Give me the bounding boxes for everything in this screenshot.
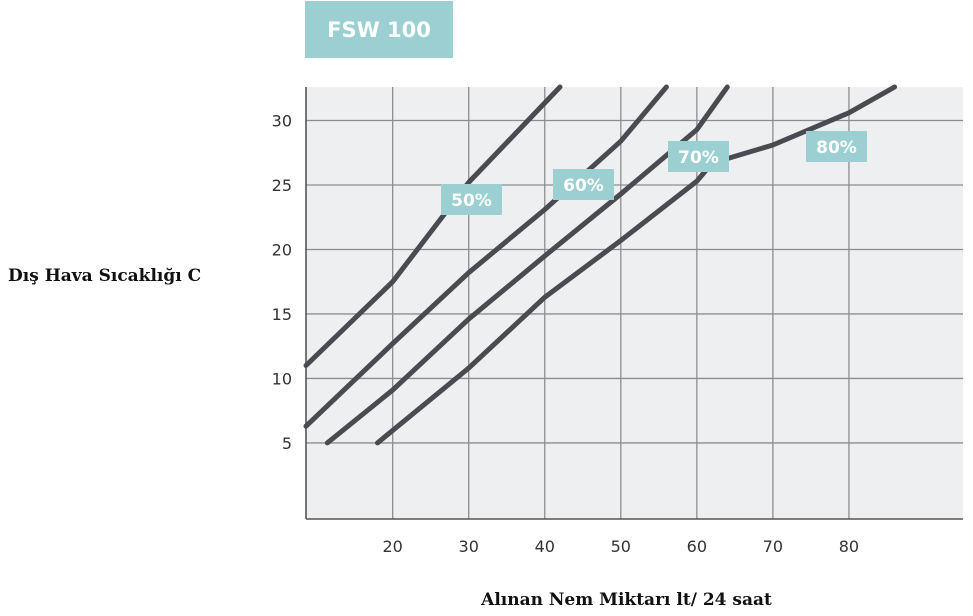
y-tick-label-20: 20 [272, 240, 292, 259]
series-line-80pct [375, 84, 898, 446]
series-line-50pct [303, 84, 563, 368]
y-tick-label-15: 15 [272, 305, 292, 324]
series-label-70pct: 70% [678, 148, 719, 168]
series-line-60pct [303, 84, 669, 429]
series-label-box-70pct [668, 141, 729, 172]
series-label-50pct: 50% [451, 191, 492, 211]
series-label-box-80pct [806, 131, 867, 162]
series-label-box-60pct [553, 169, 614, 200]
y-tick-label-5: 5 [282, 434, 292, 453]
series-label-60pct: 60% [563, 176, 604, 196]
series-label-box-50pct [441, 184, 502, 215]
x-tick-label-70: 70 [763, 537, 783, 556]
series-line-70pct [324, 84, 730, 446]
x-tick-label-30: 30 [459, 537, 479, 556]
x-tick-label-60: 60 [687, 537, 707, 556]
y-axis-label: Dış Hava Sıcaklığı C [8, 266, 202, 286]
x-tick-label-50: 50 [611, 537, 631, 556]
x-tick-label-20: 20 [383, 537, 403, 556]
x-tick-label-80: 80 [839, 537, 859, 556]
y-tick-label-10: 10 [272, 369, 292, 388]
chart-title-badge: FSW 100 [305, 1, 453, 58]
y-tick-label-30: 30 [272, 112, 292, 131]
y-tick-label-25: 25 [272, 176, 292, 195]
x-axis-label: Alınan Nem Miktarı lt/ 24 saat [481, 590, 772, 610]
x-tick-label-40: 40 [535, 537, 555, 556]
series-label-80pct: 80% [816, 138, 857, 158]
